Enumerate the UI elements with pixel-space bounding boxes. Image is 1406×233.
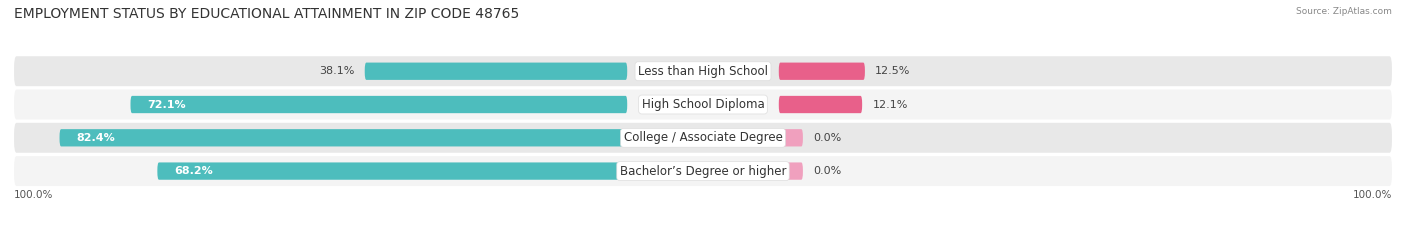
Text: 12.1%: 12.1%	[873, 99, 908, 110]
Text: 68.2%: 68.2%	[174, 166, 214, 176]
FancyBboxPatch shape	[59, 129, 627, 147]
Text: 100.0%: 100.0%	[14, 190, 53, 200]
Text: 0.0%: 0.0%	[813, 133, 841, 143]
Text: Bachelor’s Degree or higher: Bachelor’s Degree or higher	[620, 164, 786, 178]
Text: Source: ZipAtlas.com: Source: ZipAtlas.com	[1296, 7, 1392, 16]
FancyBboxPatch shape	[779, 129, 803, 147]
Text: High School Diploma: High School Diploma	[641, 98, 765, 111]
FancyBboxPatch shape	[779, 63, 865, 80]
FancyBboxPatch shape	[157, 162, 627, 180]
FancyBboxPatch shape	[779, 96, 862, 113]
Text: 12.5%: 12.5%	[875, 66, 911, 76]
Text: 0.0%: 0.0%	[813, 166, 841, 176]
Text: Less than High School: Less than High School	[638, 65, 768, 78]
Text: 38.1%: 38.1%	[319, 66, 354, 76]
Text: EMPLOYMENT STATUS BY EDUCATIONAL ATTAINMENT IN ZIP CODE 48765: EMPLOYMENT STATUS BY EDUCATIONAL ATTAINM…	[14, 7, 519, 21]
FancyBboxPatch shape	[364, 63, 627, 80]
FancyBboxPatch shape	[779, 162, 803, 180]
FancyBboxPatch shape	[14, 123, 1392, 153]
Text: 82.4%: 82.4%	[77, 133, 115, 143]
Text: College / Associate Degree: College / Associate Degree	[624, 131, 782, 144]
FancyBboxPatch shape	[14, 156, 1392, 186]
FancyBboxPatch shape	[14, 56, 1392, 86]
FancyBboxPatch shape	[131, 96, 627, 113]
FancyBboxPatch shape	[14, 89, 1392, 120]
Text: 72.1%: 72.1%	[148, 99, 187, 110]
Text: 100.0%: 100.0%	[1353, 190, 1392, 200]
